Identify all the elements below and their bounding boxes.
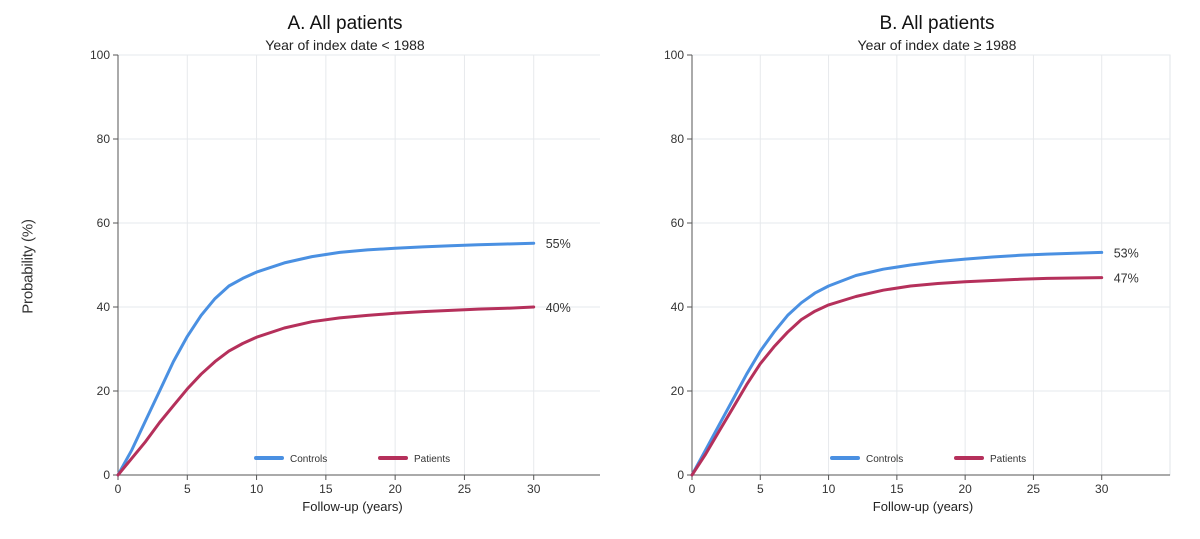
- panel-a-legend-label-patients: Patients: [414, 454, 450, 465]
- panel-a-end-label-patients: 40%: [546, 301, 571, 315]
- panel-b-x-tick-label: 10: [822, 482, 836, 496]
- panel-a-y-tick-label: 40: [97, 300, 111, 314]
- panel-a-x-tick-label: 10: [250, 482, 264, 496]
- panel-b-series-line-controls: [690, 250, 1104, 477]
- panel-b-y-tick-label: 20: [671, 384, 685, 398]
- panel-b-x-tick-label: 30: [1095, 482, 1109, 496]
- panel-b-x-tick-label: 25: [1027, 482, 1041, 496]
- panel-a-y-tick-label: 80: [97, 132, 111, 146]
- panel-a-end-label-controls: 55%: [546, 237, 571, 251]
- panel-b-x-tick-label: 20: [958, 482, 972, 496]
- panel-b-x-axis-label: Follow-up (years): [873, 499, 973, 514]
- panel-a-x-tick-label: 30: [527, 482, 541, 496]
- panel-b-series-line-patients: [690, 276, 1104, 477]
- panel-a-x-axis-label: Follow-up (years): [302, 499, 402, 514]
- panel-b-end-label-patients: 47%: [1114, 272, 1139, 286]
- chart-panel-b: 0 20 40 60 80 100 0 5 10 15 20 25 30 B. All patients Y…: [664, 13, 1171, 514]
- panel-a-y-tick-label: 0: [103, 468, 110, 482]
- panel-b-y-tick-label: 60: [671, 216, 685, 230]
- panel-a-x-tick-label: 5: [184, 482, 191, 496]
- panel-b-y-tick-label: 80: [671, 132, 685, 146]
- panel-b-y-tick-label: 0: [677, 468, 684, 482]
- panel-b-legend-label-patients: Patients: [990, 454, 1026, 465]
- panel-a-x-tick-label: 20: [388, 482, 402, 496]
- panel-b-subtitle: Year of index date ≥ 1988: [858, 37, 1017, 53]
- panel-a-x-tick-label: 25: [458, 482, 472, 496]
- panel-a-series-line-controls: [116, 241, 536, 477]
- chart-panel-a: 0 20 40 60 80 100 0 5 10 15 20 25 30 A. All patients Y…: [90, 13, 600, 514]
- panel-b-plot-frame: [691, 54, 1171, 476]
- panel-b-x-tick-label: 0: [689, 482, 696, 496]
- panel-b-x-tick-label: 5: [757, 482, 764, 496]
- panel-b-x-tick-label: 15: [890, 482, 904, 496]
- panel-a-legend-label-controls: Controls: [290, 454, 327, 465]
- panel-a-x-tick-label: 15: [319, 482, 333, 496]
- panel-b-title: B. All patients: [879, 13, 994, 34]
- panel-b-end-label-controls: 53%: [1114, 246, 1139, 260]
- panel-a-y-tick-label: 100: [90, 48, 110, 62]
- panel-b-y-tick-label: 100: [664, 48, 684, 62]
- panel-b-y-tick-label: 40: [671, 300, 685, 314]
- panel-a-x-tick-label: 0: [115, 482, 122, 496]
- panel-b-legend-label-controls: Controls: [866, 454, 903, 465]
- panel-a-subtitle: Year of index date < 1988: [265, 37, 425, 53]
- panel-a-plot-frame: [117, 54, 600, 476]
- panel-a-series-line-patients: [116, 305, 536, 477]
- panel-a-y-tick-label: 60: [97, 216, 111, 230]
- panel-a-title: A. All patients: [287, 13, 402, 34]
- panel-a-y-tick-label: 20: [97, 384, 111, 398]
